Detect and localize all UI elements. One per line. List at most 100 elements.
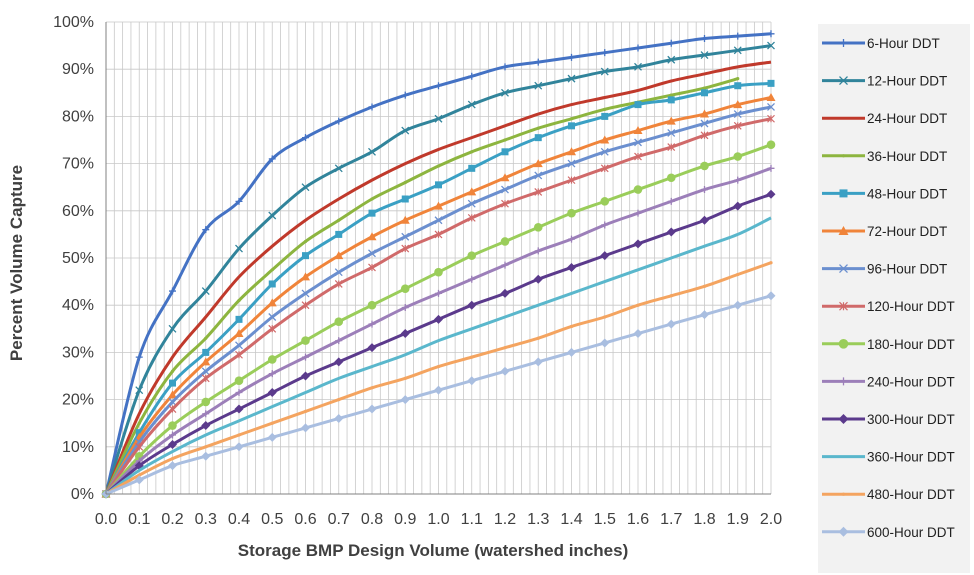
data-point — [235, 341, 243, 350]
data-point — [134, 475, 144, 485]
legend-item: 120-Hour DDT — [822, 299, 955, 314]
legend-item: 600-Hour DDT — [822, 525, 955, 540]
data-point — [301, 371, 310, 381]
data-point — [666, 173, 676, 183]
data-point — [301, 301, 310, 310]
data-point — [335, 117, 343, 125]
data-point — [334, 280, 343, 288]
series-360-hour-ddt — [105, 216, 772, 496]
data-point — [168, 390, 177, 399]
data-point — [202, 348, 210, 356]
x-tick-label: 1.1 — [461, 511, 483, 528]
data-point — [302, 353, 309, 361]
legend-label: 72-Hour DDT — [867, 224, 947, 239]
data-point — [435, 82, 442, 90]
data-point — [467, 199, 476, 208]
data-point — [301, 423, 310, 433]
data-point — [434, 385, 443, 395]
data-point — [769, 261, 773, 265]
data-point — [367, 343, 377, 353]
data-point — [733, 300, 743, 310]
legend-item: 48-Hour DDT — [822, 186, 947, 201]
data-point — [467, 100, 476, 109]
data-point — [839, 377, 848, 386]
data-point — [600, 67, 609, 76]
data-point — [137, 473, 141, 477]
y-tick-label: 40% — [62, 297, 94, 314]
data-point — [701, 35, 708, 43]
data-point — [401, 304, 409, 312]
data-point — [303, 239, 308, 244]
data-point — [204, 336, 208, 340]
data-point — [841, 154, 846, 158]
x-tick-label: 1.3 — [527, 511, 549, 528]
data-point — [334, 413, 344, 423]
data-point — [767, 41, 775, 50]
data-point — [667, 39, 675, 47]
data-point — [436, 164, 441, 168]
data-point — [766, 291, 776, 301]
data-point — [500, 288, 510, 298]
data-point — [468, 164, 476, 172]
y-tick-label: 80% — [62, 108, 94, 125]
data-point — [468, 72, 476, 80]
x-tick-label: 1.9 — [727, 511, 749, 528]
data-point — [401, 195, 409, 203]
data-point — [533, 223, 543, 232]
data-point — [501, 261, 509, 269]
legend-label: 360-Hour DDT — [867, 450, 955, 465]
data-point — [268, 211, 277, 220]
data-point — [701, 186, 708, 194]
data-point — [301, 272, 310, 281]
x-tick-label: 1.6 — [627, 511, 649, 528]
data-point — [766, 93, 776, 102]
data-point — [401, 244, 410, 253]
x-tick-label: 1.8 — [693, 511, 715, 528]
y-tick-label: 0% — [71, 486, 94, 503]
data-point — [601, 112, 609, 120]
data-point — [838, 526, 849, 537]
data-point — [367, 232, 377, 241]
data-point — [467, 251, 477, 260]
data-point — [839, 76, 848, 86]
data-point — [368, 209, 376, 217]
legend-label: 12-Hour DDT — [867, 74, 947, 89]
data-point — [400, 284, 410, 293]
data-point — [767, 30, 775, 38]
legend-label: 48-Hour DDT — [867, 186, 947, 201]
data-point — [567, 147, 576, 156]
x-tick-label: 1.2 — [494, 511, 516, 528]
data-point — [435, 289, 442, 297]
series-72-hour-ddt — [101, 93, 776, 498]
y-tick-label: 90% — [62, 61, 94, 78]
data-point — [435, 181, 442, 189]
data-point — [533, 159, 543, 168]
data-point — [567, 176, 576, 185]
data-point — [234, 329, 244, 338]
data-point — [500, 237, 510, 246]
data-point — [403, 180, 407, 185]
data-point — [202, 410, 210, 418]
x-tick-label: 1.4 — [560, 511, 582, 528]
legend-item: 24-Hour DDT — [822, 111, 947, 126]
data-point — [501, 148, 509, 156]
data-point — [268, 313, 277, 321]
legend-label: 300-Hour DDT — [867, 412, 955, 427]
legend-item: 36-Hour DDT — [822, 149, 947, 164]
data-point — [268, 280, 276, 288]
data-point — [536, 336, 540, 340]
data-point — [503, 346, 507, 350]
legend-label: 120-Hour DDT — [867, 299, 955, 314]
data-point — [135, 353, 143, 361]
data-point — [401, 126, 410, 135]
data-point — [368, 103, 376, 111]
legend-label: 6-Hour DDT — [867, 36, 940, 51]
data-point — [634, 138, 642, 147]
data-point — [434, 267, 443, 277]
data-point — [700, 310, 709, 320]
data-point — [400, 215, 410, 224]
data-point — [268, 155, 276, 163]
data-point — [500, 366, 510, 376]
